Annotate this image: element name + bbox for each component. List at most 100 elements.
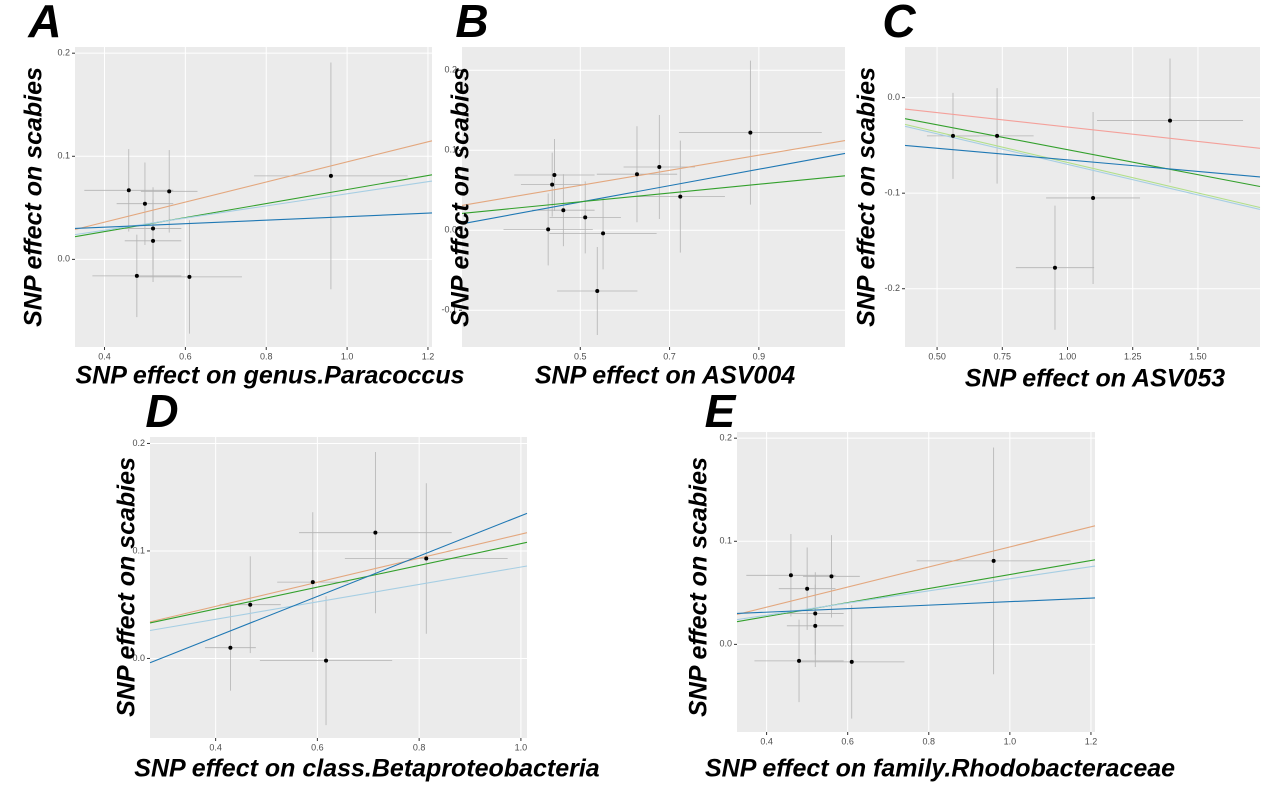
- y-axis-label: SNP effect on scabies: [113, 457, 141, 717]
- panel-label: C: [882, 0, 916, 47]
- panel-label: D: [145, 385, 178, 437]
- panel-label: A: [27, 0, 61, 47]
- point: [849, 659, 854, 664]
- x-axis-label: SNP effect on ASV053: [965, 365, 1225, 393]
- point: [561, 208, 566, 213]
- regression-line: [149, 541, 528, 624]
- y-axis-label: SNP effect on scabies: [20, 67, 48, 327]
- y-tick-label: 0.0: [132, 653, 145, 663]
- point: [126, 188, 131, 193]
- y-tick-label: 0.1: [444, 145, 457, 155]
- point: [601, 231, 606, 236]
- x-tick-label: 0.5: [574, 351, 587, 361]
- regression-line: [461, 175, 846, 214]
- x-tick-label: 0.8: [413, 742, 426, 752]
- point: [248, 602, 253, 607]
- point: [328, 173, 333, 178]
- point: [634, 172, 639, 177]
- x-tick-label: 0.50: [928, 351, 946, 361]
- x-tick-label: 1.0: [515, 742, 528, 752]
- point: [797, 658, 802, 663]
- point: [595, 289, 600, 293]
- y-tick-label: 0.0: [887, 92, 900, 102]
- point: [995, 133, 1000, 138]
- plot-background: [737, 432, 1095, 732]
- y-tick-label: 0.2: [444, 65, 457, 75]
- x-tick-label: 1.2: [1085, 736, 1098, 746]
- regression-line: [736, 525, 1096, 616]
- x-axis-label: SNP effect on genus.Paracoccus: [75, 362, 464, 390]
- x-axis-label: SNP effect on family.Rhodobacteraceae: [705, 755, 1175, 783]
- point: [134, 273, 139, 278]
- point: [657, 165, 662, 169]
- x-tick-label: 1.0: [341, 351, 354, 361]
- x-axis-label: SNP effect on ASV004: [535, 362, 795, 390]
- point: [324, 658, 329, 663]
- point: [151, 238, 156, 243]
- x-tick-label: 0.4: [760, 736, 773, 746]
- regression-line: [904, 144, 1261, 178]
- y-tick-label: 0.0: [444, 225, 457, 235]
- x-tick-label: 0.4: [209, 742, 222, 752]
- point: [678, 194, 683, 199]
- regression-line: [904, 118, 1261, 188]
- x-tick-label: 0.75: [994, 351, 1012, 361]
- y-axis-label: SNP effect on scabies: [853, 67, 881, 327]
- y-axis-label: SNP effect on scabies: [685, 457, 713, 717]
- panel-label: E: [705, 385, 737, 437]
- y-tick-label: -0.2: [884, 283, 900, 293]
- point: [950, 133, 955, 138]
- point: [546, 227, 551, 232]
- point: [829, 574, 834, 579]
- regression-line: [904, 125, 1261, 210]
- regression-line: [149, 532, 528, 623]
- regression-line: [149, 512, 528, 664]
- x-tick-label: 1.25: [1124, 351, 1142, 361]
- y-tick-label: 0.0: [57, 254, 70, 264]
- point: [805, 586, 810, 591]
- point: [167, 189, 172, 194]
- y-tick-label: 0.1: [57, 151, 70, 161]
- y-tick-label: 0.1: [719, 536, 732, 546]
- point: [552, 173, 557, 177]
- y-tick-label: -0.1: [441, 305, 457, 315]
- x-tick-label: 1.50: [1189, 351, 1207, 361]
- point: [187, 274, 192, 279]
- x-axis-label: SNP effect on class.Betaproteobacteria: [134, 755, 600, 783]
- point: [151, 226, 156, 231]
- x-tick-label: 0.6: [841, 736, 854, 746]
- point: [142, 201, 147, 206]
- point: [228, 645, 233, 650]
- x-tick-label: 0.9: [753, 351, 766, 361]
- y-tick-label: 0.2: [719, 433, 732, 443]
- y-tick-label: 0.1: [132, 545, 145, 555]
- y-tick-label: 0.2: [57, 48, 70, 58]
- x-tick-label: 0.6: [311, 742, 324, 752]
- point: [813, 611, 818, 616]
- point: [748, 130, 753, 135]
- point: [373, 530, 378, 535]
- y-tick-label: 0.0: [719, 639, 732, 649]
- x-tick-label: 0.8: [260, 351, 273, 361]
- point: [583, 215, 588, 220]
- x-tick-label: 1.2: [422, 351, 435, 361]
- x-tick-label: 0.4: [98, 351, 111, 361]
- plot-background: [905, 47, 1260, 347]
- x-tick-label: 0.6: [179, 351, 192, 361]
- point: [788, 573, 793, 578]
- y-tick-label: 0.2: [132, 438, 145, 448]
- point: [1052, 265, 1057, 270]
- point: [1168, 118, 1173, 123]
- x-tick-label: 1.00: [1059, 351, 1077, 361]
- y-tick-label: -0.1: [884, 188, 900, 198]
- point: [310, 580, 315, 585]
- regression-line: [149, 565, 528, 632]
- point: [991, 558, 996, 563]
- x-tick-label: 0.7: [663, 351, 676, 361]
- regression-line: [736, 597, 1096, 614]
- point: [424, 556, 429, 561]
- regression-line: [74, 212, 433, 229]
- x-tick-label: 0.8: [923, 736, 936, 746]
- regression-line: [904, 108, 1261, 149]
